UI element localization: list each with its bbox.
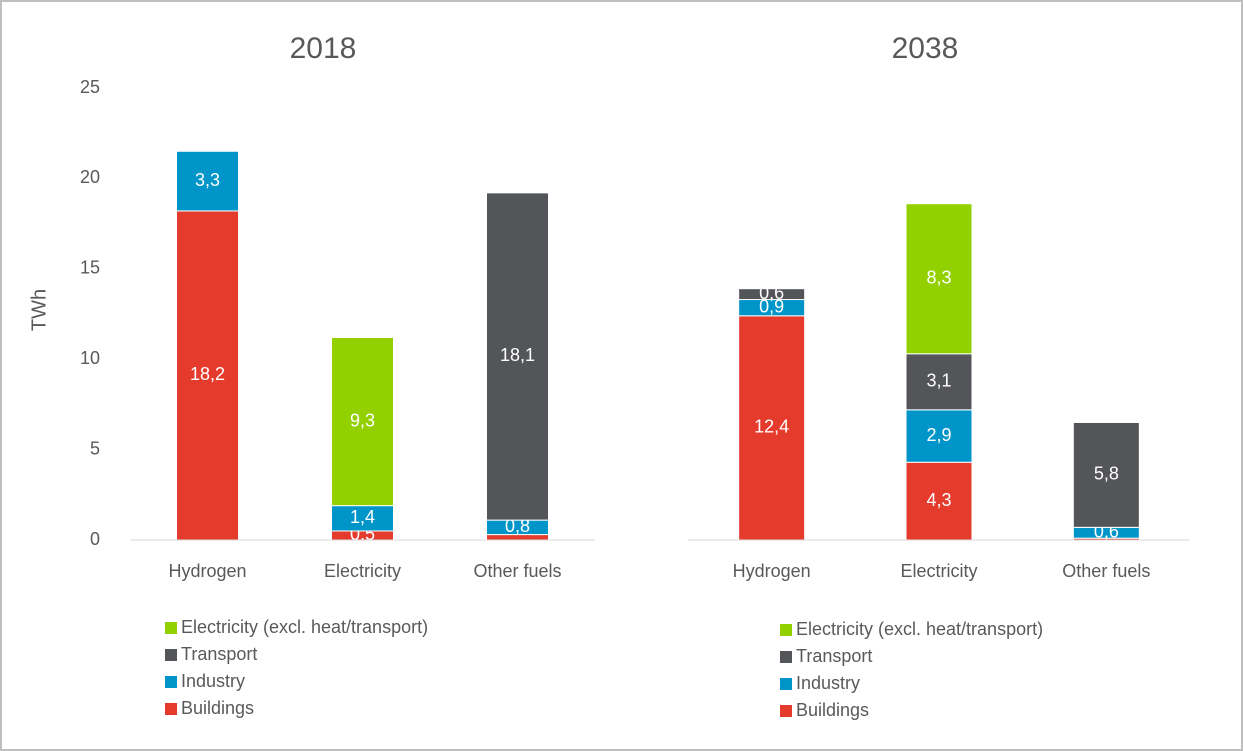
legend-swatch [165,703,177,715]
data-label: 4,3 [926,490,951,510]
y-tick-label: 0 [90,529,100,549]
x-tick-label: Other fuels [473,561,561,581]
y-tick-label: 25 [80,77,100,97]
bar-segment [738,288,806,301]
x-tick-label: Electricity [324,561,401,581]
legend-label: Buildings [796,700,869,720]
y-tick-label: 20 [80,167,100,187]
data-label: 8,3 [926,267,951,287]
x-tick-label: Hydrogen [168,561,246,581]
data-label: 18,1 [500,345,535,365]
data-label: 0,8 [505,516,530,536]
y-tick-label: 10 [80,348,100,368]
data-label: 12,4 [754,417,789,437]
legend-swatch [780,624,792,636]
bar-segment [905,353,973,411]
data-label: 5,8 [1094,464,1119,484]
y-axis-label: TWh [28,289,50,331]
bar-segment [1072,421,1140,528]
bar-segment [176,210,239,541]
data-label: 3,1 [926,371,951,391]
bar-segment [176,150,239,212]
bar-segment [905,409,973,463]
bar-segment [331,337,394,507]
bar-segment [905,461,973,541]
legend-label: Transport [796,646,872,666]
bar-segment [486,192,549,521]
y-tick-label: 5 [90,438,100,458]
chart-title: 2038 [892,32,959,65]
chart-title: 2018 [290,32,357,65]
legend-label: Transport [181,644,257,664]
legend-swatch [780,651,792,663]
legend-label: Industry [796,673,860,693]
legend-swatch [165,649,177,661]
x-tick-label: Hydrogen [733,561,811,581]
x-tick-label: Electricity [900,561,977,581]
legend-label: Electricity (excl. heat/transport) [181,617,428,637]
data-label: 0,6 [759,283,784,303]
legend-swatch [780,678,792,690]
data-label: 18,2 [190,364,225,384]
bar-segment [905,203,973,355]
data-label: 3,3 [195,170,220,190]
bar-segment [738,315,806,541]
legend-label: Electricity (excl. heat/transport) [796,619,1043,639]
legend-label: Buildings [181,698,254,718]
data-label: 2,9 [926,425,951,445]
data-label: 0,9 [759,296,784,316]
legend-label: Industry [181,671,245,691]
data-label: 9,3 [350,410,375,430]
legend-swatch [165,622,177,634]
legend-swatch [165,676,177,688]
y-tick-label: 15 [80,258,100,278]
legend-swatch [780,705,792,717]
x-tick-label: Other fuels [1062,561,1150,581]
data-label: 1,4 [350,507,375,527]
